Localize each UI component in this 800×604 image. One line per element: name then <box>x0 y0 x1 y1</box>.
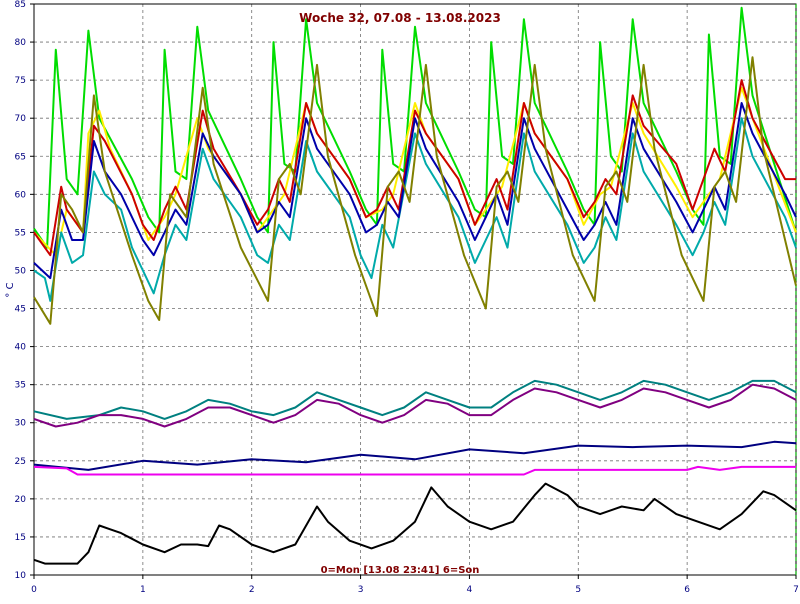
y-tick-label: 35 <box>15 381 26 391</box>
y-tick-label: 80 <box>15 38 27 48</box>
y-tick-label: 40 <box>15 343 27 353</box>
x-tick-label: 6 <box>684 585 690 595</box>
y-tick-label: 70 <box>15 114 27 124</box>
y-tick-label: 50 <box>15 266 27 276</box>
y-tick-label: 65 <box>15 152 26 162</box>
grid <box>34 4 796 575</box>
y-tick-label: 10 <box>15 571 27 581</box>
series-line-10 <box>33 465 796 476</box>
y-tick-label: 60 <box>15 190 27 200</box>
series-lines <box>33 6 797 565</box>
x-tick-label: 4 <box>467 585 473 595</box>
y-tick-label: 45 <box>15 305 26 315</box>
y-tick-label: 75 <box>15 76 26 86</box>
series-line-9 <box>33 440 797 471</box>
chart-title: Woche 32, 07.08 - 13.08.2023 <box>299 11 501 25</box>
plot-border <box>33 3 797 576</box>
series-line-7 <box>33 379 797 420</box>
y-tick-label: 85 <box>15 0 26 10</box>
series-line-5 <box>33 102 797 280</box>
y-tick-label: 25 <box>15 457 26 467</box>
x-tick-label: 5 <box>575 585 581 595</box>
series-line-6 <box>33 56 797 325</box>
x-tick-label: 1 <box>140 585 146 595</box>
series-line-4 <box>33 117 797 302</box>
y-tick-label: 15 <box>15 533 26 543</box>
series-line-3 <box>33 79 796 257</box>
chart-footer: 0=Mon [13.08 23:41] 6=Son <box>321 565 480 576</box>
y-axis-label: ° C <box>5 282 16 297</box>
x-tick-label: 3 <box>358 585 364 595</box>
x-tick-label: 7 <box>793 585 799 595</box>
series-line-11 <box>33 482 797 565</box>
y-tick-label: 30 <box>15 419 27 429</box>
y-tick-label: 55 <box>15 228 26 238</box>
y-tick-label: 20 <box>15 495 27 505</box>
series-line-8 <box>33 383 797 428</box>
x-tick-label: 0 <box>31 585 37 595</box>
x-tick-label: 2 <box>249 585 255 595</box>
